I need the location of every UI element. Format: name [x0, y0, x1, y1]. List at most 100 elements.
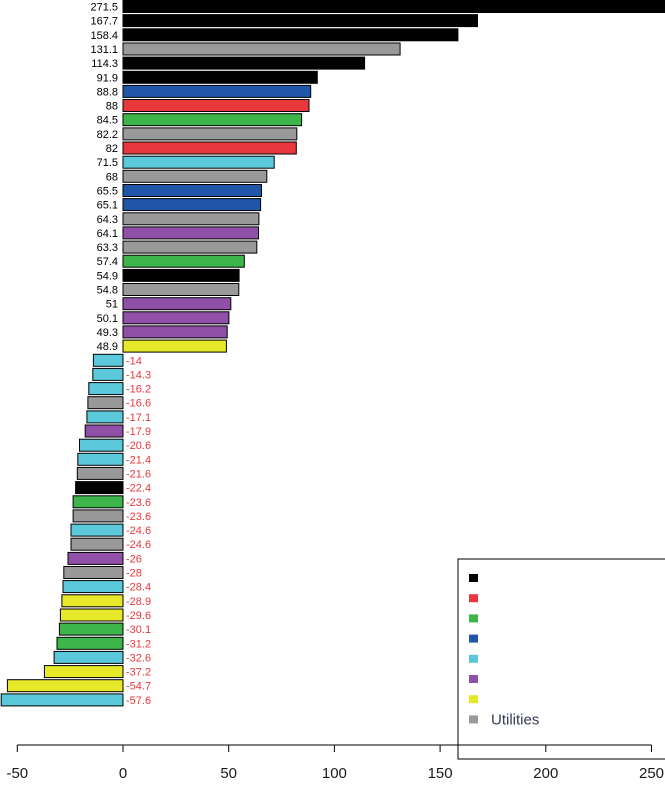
bar	[122, 56, 366, 70]
legend-swatch	[469, 715, 478, 724]
bar	[63, 566, 124, 579]
bar	[122, 184, 262, 197]
value-label: 82	[106, 143, 118, 155]
value-label: 158.4	[90, 30, 118, 42]
bar	[122, 240, 258, 254]
value-label: 49.3	[97, 327, 118, 339]
value-labels-layer: 271.5 167.7 158.4 131.1 114.3 91.9 88.8 88 84.5 8…	[90, 2, 151, 707]
value-label: 82.2	[97, 129, 118, 141]
bar	[79, 438, 124, 452]
value-label: -29.6	[126, 610, 151, 622]
value-label: -28.4	[126, 582, 151, 594]
legend: Utilities	[457, 558, 665, 760]
legend-swatch	[469, 654, 478, 663]
value-label: 65.1	[97, 200, 118, 212]
value-label: -14.3	[126, 369, 151, 381]
bar	[122, 311, 230, 325]
value-label: 271.5	[90, 2, 118, 14]
bar	[122, 283, 240, 296]
value-label: 114.3	[91, 58, 118, 70]
bar	[92, 353, 124, 367]
value-label: -28	[126, 568, 142, 580]
x-tick-label: -50	[6, 765, 28, 782]
bar	[122, 0, 665, 13]
bar	[76, 466, 124, 480]
legend-swatch	[469, 634, 478, 643]
bar	[59, 608, 124, 622]
bar	[92, 367, 124, 381]
x-tick-label: 0	[119, 765, 127, 782]
value-label: -28.9	[126, 596, 151, 608]
value-label: 48.9	[97, 341, 118, 353]
value-label: -24.6	[126, 525, 151, 537]
legend-box	[457, 558, 665, 760]
bar	[6, 679, 124, 693]
bar	[84, 424, 124, 438]
bar	[122, 169, 268, 183]
bar	[70, 523, 124, 537]
bar	[122, 127, 298, 141]
value-label: 57.4	[97, 256, 118, 268]
bar	[0, 693, 124, 707]
legend-swatch	[469, 594, 478, 603]
value-label: -21.4	[126, 454, 151, 466]
value-label: 71.5	[97, 157, 118, 169]
legend-swatch	[469, 574, 478, 582]
value-label: 54.9	[97, 270, 118, 282]
value-label: 65.5	[97, 186, 118, 198]
bar	[122, 42, 401, 56]
bar	[122, 14, 478, 28]
bar	[122, 226, 259, 240]
value-label: 88.8	[97, 86, 118, 98]
value-label: -54.7	[126, 681, 151, 693]
bar	[122, 99, 310, 112]
value-label: -26	[126, 553, 142, 565]
bar	[122, 155, 275, 169]
value-label: -14	[126, 355, 142, 367]
value-label: -16.6	[126, 398, 151, 410]
legend-swatch	[469, 614, 478, 623]
value-label: -20.6	[126, 440, 151, 452]
bar	[122, 339, 227, 353]
legend-label: Utilities	[491, 711, 539, 728]
bar	[122, 325, 228, 339]
bar	[122, 84, 312, 98]
bar	[56, 636, 124, 650]
value-label: -22.4	[126, 483, 151, 495]
bar	[62, 580, 124, 594]
value-label: -31.2	[126, 638, 151, 650]
value-label: 131.1	[90, 44, 118, 56]
value-label: 54.8	[97, 285, 118, 297]
bar	[72, 509, 124, 523]
value-label: 64.3	[97, 214, 118, 226]
x-tick-label: 50	[220, 765, 237, 782]
x-tick-label: 200	[533, 765, 558, 782]
bar	[122, 28, 459, 42]
value-label: 51	[106, 299, 118, 311]
value-label: -17.1	[126, 412, 151, 424]
bar	[72, 495, 124, 509]
bar	[87, 396, 124, 410]
value-label: -21.6	[126, 468, 151, 480]
x-axis: -50 0 50 100 150 200 250	[6, 744, 664, 782]
bar	[88, 382, 124, 396]
value-label: 91.9	[97, 72, 118, 84]
value-label: -23.6	[126, 511, 151, 523]
value-label: -30.1	[126, 624, 151, 636]
bar	[67, 551, 124, 565]
bar	[86, 410, 124, 424]
value-label: 64.1	[97, 228, 118, 240]
value-label: 167.7	[90, 16, 118, 28]
value-label: 63.3	[97, 242, 118, 254]
bar	[122, 113, 303, 127]
value-label: -17.9	[126, 426, 151, 438]
bar	[43, 665, 124, 679]
value-label: -23.6	[126, 497, 151, 509]
value-label: -57.6	[126, 695, 151, 707]
bar	[122, 70, 318, 84]
x-tick-label: 100	[322, 765, 347, 782]
legend-swatch	[469, 695, 478, 704]
value-label: -32.6	[126, 652, 151, 664]
value-label: 84.5	[97, 115, 118, 127]
